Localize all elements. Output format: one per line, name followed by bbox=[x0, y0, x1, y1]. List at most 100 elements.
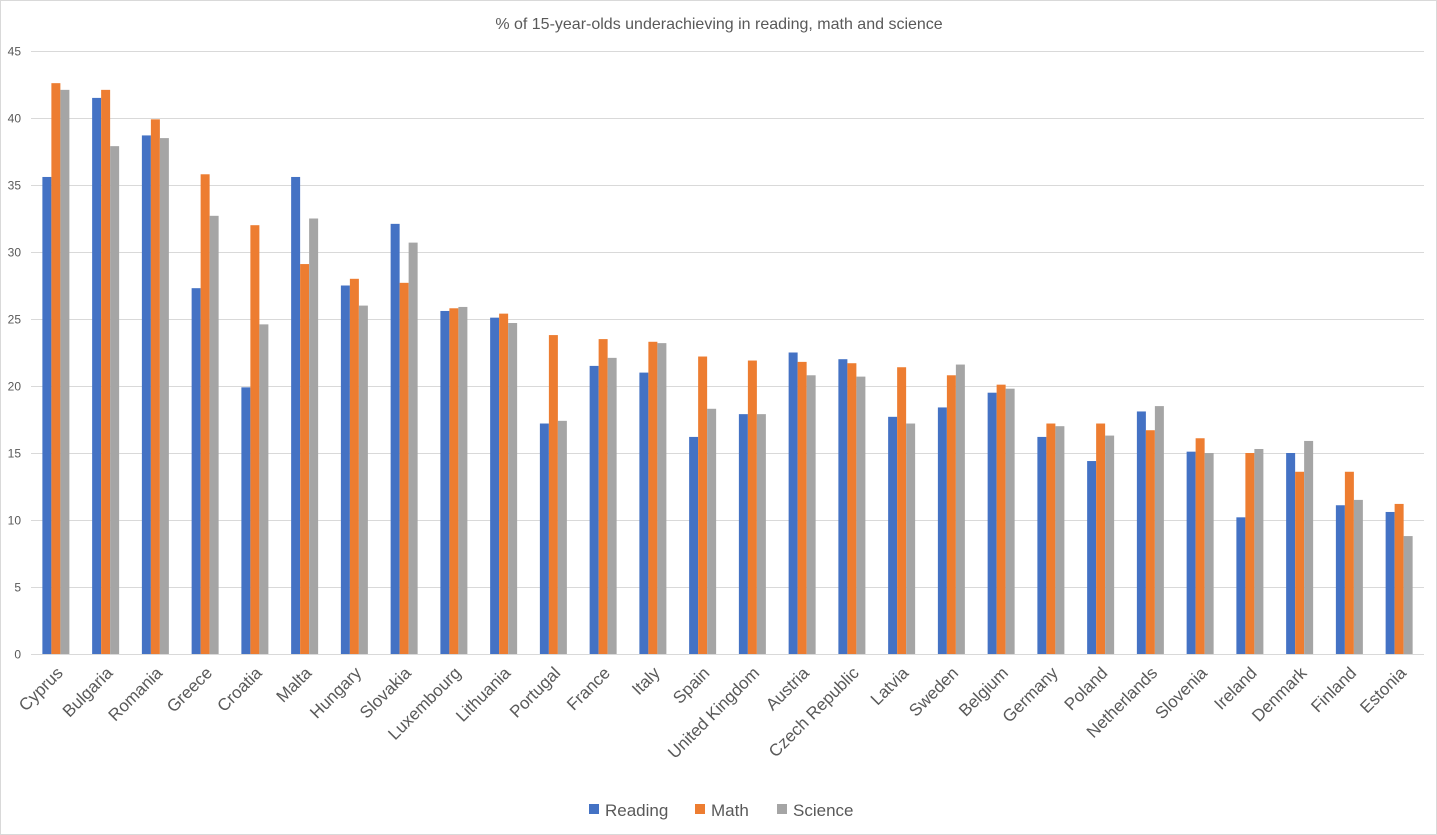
bar-reading-slovenia bbox=[1186, 451, 1196, 654]
bar-reading-czech-republic bbox=[838, 359, 848, 654]
gridlines bbox=[31, 51, 1424, 588]
y-tick-label: 10 bbox=[8, 514, 22, 528]
y-tick-label: 30 bbox=[8, 246, 22, 260]
bar-reading-slovakia bbox=[390, 223, 400, 655]
x-tick-label: Portugal bbox=[506, 663, 564, 721]
bar-math-ireland bbox=[1245, 453, 1255, 654]
x-tick-label: Latvia bbox=[867, 663, 913, 709]
bar-reading-belgium bbox=[987, 392, 997, 654]
bar-science-hungary bbox=[358, 305, 368, 654]
x-tick-label: Sweden bbox=[905, 663, 962, 720]
bar-science-lithuania bbox=[508, 323, 518, 654]
bar-reading-lithuania bbox=[490, 317, 500, 654]
bar-science-germany bbox=[1055, 426, 1065, 654]
bar-reading-bulgaria bbox=[92, 97, 102, 654]
x-tick-label: Germany bbox=[999, 663, 1062, 726]
bar-reading-italy bbox=[639, 372, 649, 654]
bar-science-netherlands bbox=[1154, 406, 1164, 654]
legend-item-science: Science bbox=[777, 801, 853, 820]
bar-reading-romania bbox=[141, 135, 151, 655]
bar-math-estonia bbox=[1394, 503, 1404, 654]
legend-label: Reading bbox=[605, 801, 668, 820]
y-tick-label: 35 bbox=[8, 179, 22, 193]
bar-reading-netherlands bbox=[1136, 411, 1146, 654]
x-tick-label: Slovenia bbox=[1151, 663, 1211, 723]
bar-science-austria bbox=[806, 375, 816, 654]
bar-reading-croatia bbox=[241, 387, 251, 654]
bar-math-hungary bbox=[349, 278, 359, 654]
bar-science-greece bbox=[209, 215, 219, 654]
x-tick-label: Czech Republic bbox=[765, 663, 863, 761]
bar-math-luxembourg bbox=[449, 308, 459, 654]
bar-reading-denmark bbox=[1286, 453, 1296, 654]
x-tick-label: France bbox=[563, 663, 614, 714]
x-tick-label: Spain bbox=[669, 663, 713, 707]
bar-science-latvia bbox=[906, 423, 916, 654]
y-axis-tick-labels: 0 5 10 15 20 25 30 35 40 45 bbox=[8, 45, 22, 662]
bar-math-italy bbox=[648, 341, 658, 654]
bar-science-czech-republic bbox=[856, 376, 866, 654]
bar-science-united-kingdom bbox=[756, 414, 766, 654]
legend-label: Math bbox=[711, 801, 749, 820]
bar-math-united-kingdom bbox=[747, 360, 757, 654]
bar-math-portugal bbox=[548, 335, 558, 654]
legend-swatch bbox=[695, 804, 705, 814]
bar-science-romania bbox=[159, 138, 169, 655]
bars bbox=[42, 83, 1413, 655]
bar-science-france bbox=[607, 357, 617, 654]
bar-math-germany bbox=[1046, 423, 1056, 654]
bar-science-malta bbox=[309, 218, 319, 654]
y-tick-label: 25 bbox=[8, 313, 22, 327]
bar-math-belgium bbox=[996, 384, 1006, 654]
legend-item-math: Math bbox=[695, 801, 749, 820]
y-tick-label: 40 bbox=[8, 112, 22, 126]
chart-title: % of 15-year-olds underachieving in read… bbox=[495, 16, 942, 33]
legend-label: Science bbox=[793, 801, 853, 820]
x-tick-label: United Kingdom bbox=[664, 663, 763, 762]
bar-math-denmark bbox=[1295, 471, 1305, 654]
x-tick-label: Lithuania bbox=[452, 663, 515, 726]
bar-reading-united-kingdom bbox=[738, 414, 748, 654]
bar-science-slovakia bbox=[408, 242, 418, 654]
bar-math-slovakia bbox=[399, 282, 409, 654]
bar-science-croatia bbox=[259, 324, 269, 654]
bar-science-belgium bbox=[1005, 388, 1015, 654]
x-tick-label: Croatia bbox=[214, 663, 267, 716]
y-tick-label: 45 bbox=[8, 45, 22, 59]
bar-math-croatia bbox=[250, 225, 260, 654]
bar-reading-malta bbox=[291, 176, 301, 654]
bar-reading-austria bbox=[788, 352, 798, 654]
y-tick-label: 0 bbox=[14, 648, 21, 662]
bar-math-romania bbox=[150, 119, 160, 655]
bar-science-luxembourg bbox=[458, 306, 468, 654]
bar-science-slovenia bbox=[1204, 453, 1214, 654]
bar-science-bulgaria bbox=[110, 146, 120, 654]
bar-science-ireland bbox=[1254, 448, 1264, 654]
x-tick-label: Hungary bbox=[306, 663, 365, 722]
bar-reading-sweden bbox=[937, 407, 947, 654]
bar-reading-france bbox=[589, 365, 599, 654]
bar-science-spain bbox=[707, 408, 717, 654]
bar-reading-luxembourg bbox=[440, 310, 450, 654]
bar-math-spain bbox=[698, 356, 708, 654]
legend-swatch bbox=[589, 804, 599, 814]
bar-science-italy bbox=[657, 343, 667, 654]
bar-math-lithuania bbox=[499, 313, 509, 654]
x-tick-label: Italy bbox=[628, 663, 664, 699]
legend-item-reading: Reading bbox=[589, 801, 668, 820]
bar-math-cyprus bbox=[51, 83, 61, 654]
bar-math-france bbox=[598, 339, 608, 654]
bar-math-slovenia bbox=[1195, 438, 1205, 654]
bar-reading-ireland bbox=[1236, 517, 1246, 654]
bar-math-austria bbox=[797, 361, 807, 654]
y-tick-label: 5 bbox=[14, 581, 21, 595]
bar-reading-greece bbox=[191, 288, 201, 654]
x-tick-label: Finland bbox=[1307, 663, 1360, 716]
bar-math-finland bbox=[1344, 471, 1354, 654]
bar-reading-latvia bbox=[888, 416, 898, 654]
bar-science-sweden bbox=[955, 364, 965, 654]
bar-reading-germany bbox=[1037, 436, 1047, 654]
